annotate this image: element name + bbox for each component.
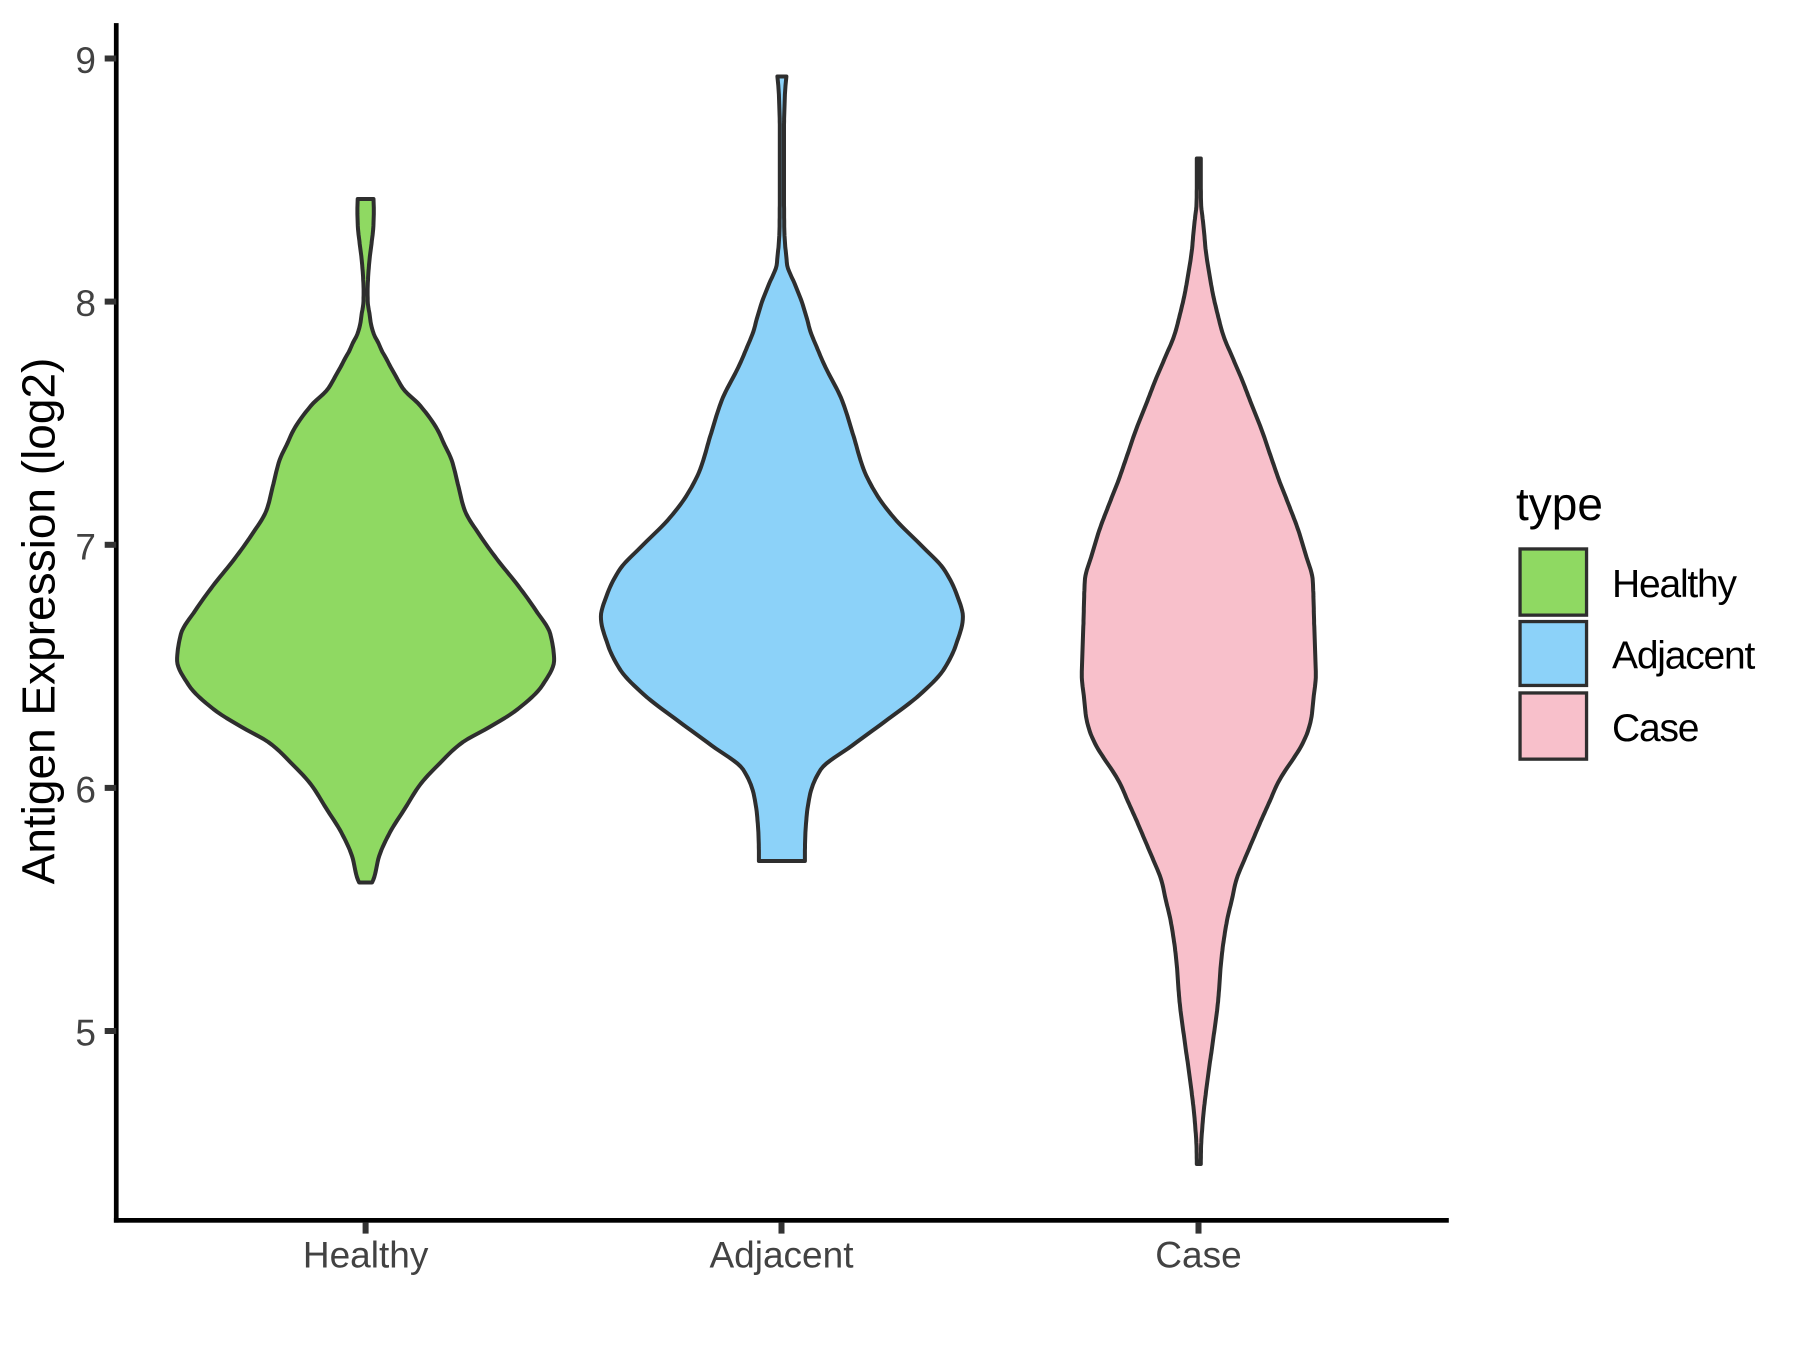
svg-text:5: 5: [75, 1013, 96, 1054]
svg-text:9: 9: [75, 40, 96, 81]
svg-text:Adjacent: Adjacent: [710, 1235, 855, 1276]
svg-text:Healthy: Healthy: [303, 1235, 429, 1276]
svg-text:Antigen Expression (log2): Antigen Expression (log2): [13, 358, 65, 885]
svg-text:Adjacent: Adjacent: [1612, 635, 1756, 678]
svg-text:6: 6: [75, 769, 96, 810]
svg-text:8: 8: [75, 283, 96, 324]
svg-text:Case: Case: [1612, 707, 1698, 750]
svg-text:Case: Case: [1155, 1235, 1241, 1276]
svg-text:Healthy: Healthy: [1612, 563, 1738, 606]
svg-text:type: type: [1516, 478, 1603, 530]
svg-text:7: 7: [75, 526, 96, 567]
